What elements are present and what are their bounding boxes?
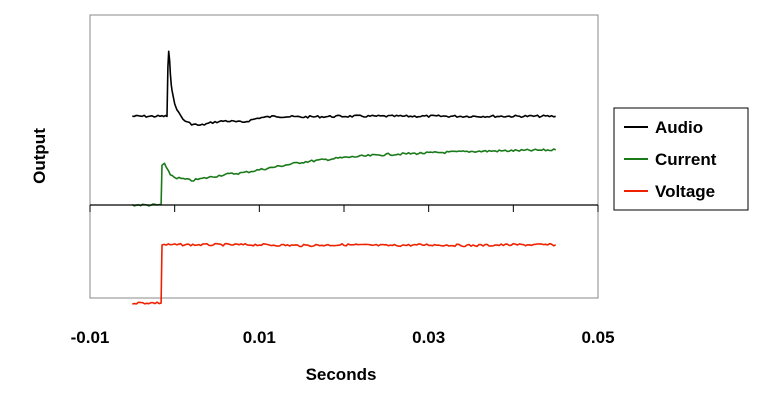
x-tick-label: 0.03 — [412, 328, 445, 347]
legend-label-current: Current — [655, 150, 717, 169]
legend-label-audio: Audio — [655, 118, 703, 137]
series-line-current — [131, 148, 557, 207]
y-axis-title: Output — [30, 128, 49, 184]
x-tick-label: 0.01 — [243, 328, 276, 347]
x-tick-label: 0.05 — [581, 328, 614, 347]
series-line-voltage — [132, 242, 557, 305]
legend: Audio Current Voltage — [613, 107, 749, 211]
x-axis — [89, 204, 599, 212]
x-tick-labels: -0.01 0.01 0.03 0.05 — [71, 328, 615, 347]
legend-label-voltage: Voltage — [655, 182, 715, 201]
series-layer — [131, 50, 557, 305]
x-axis-title: Seconds — [306, 365, 377, 384]
series-line-audio — [132, 50, 556, 126]
x-tick-label: -0.01 — [71, 328, 110, 347]
